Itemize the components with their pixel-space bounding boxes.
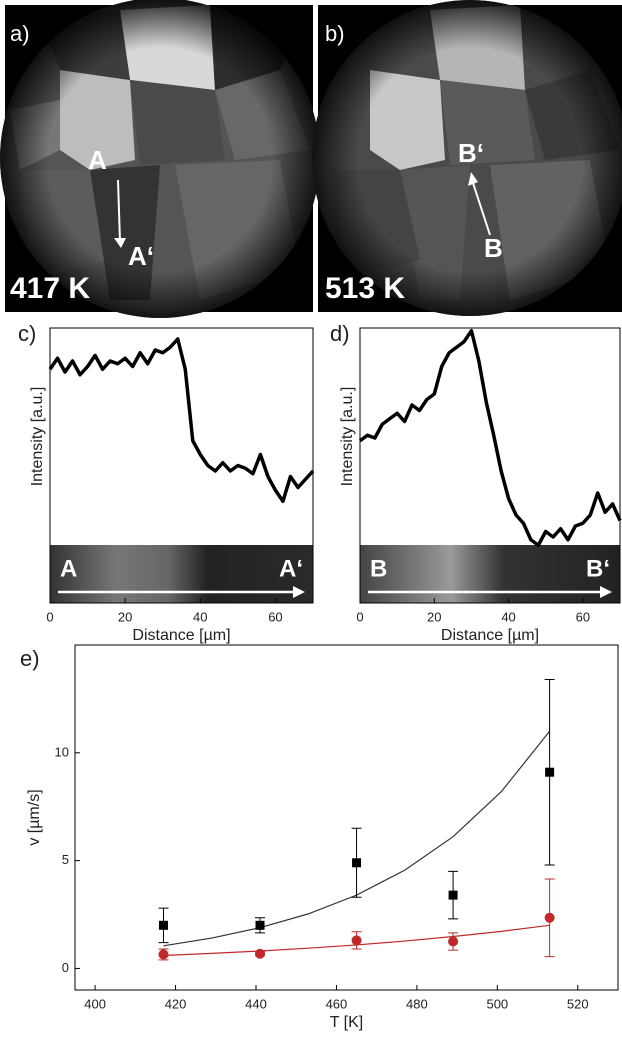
x-tick-label: 60	[268, 609, 282, 624]
data-point	[159, 921, 168, 930]
x-tick-label: 520	[567, 996, 589, 1011]
x-axis-label: Distance [µm]	[132, 627, 230, 644]
x-tick-label: 420	[165, 996, 187, 1011]
x-tick-label: 440	[245, 996, 267, 1011]
data-point	[545, 768, 554, 777]
y-tick-label: 0	[62, 960, 69, 975]
y-axis-label: v [µm/s]	[26, 789, 43, 845]
annotation: B	[370, 555, 387, 582]
x-tick-label: 480	[406, 996, 428, 1011]
temperature: 417 K	[10, 272, 90, 305]
temperature: 513 K	[325, 272, 405, 305]
x-axis-label: T [K]	[330, 1014, 364, 1031]
x-tick-label: 60	[576, 609, 590, 624]
x-tick-label: 460	[326, 996, 348, 1011]
y-tick-label: 10	[55, 744, 69, 759]
y-tick-label: 5	[62, 852, 69, 867]
data-point	[352, 858, 361, 867]
x-tick-label: 20	[427, 609, 441, 624]
data-point	[158, 949, 168, 959]
figure: a) 417 K A A‘ b) 513 K B‘ B A A‘ c) Distanc…	[0, 0, 622, 1050]
x-tick-label: 400	[84, 996, 106, 1011]
x-axis-label: Distance [µm]	[441, 627, 539, 644]
panel-label: e)	[20, 646, 40, 671]
x-tick-label: 0	[46, 609, 53, 624]
page: {"images": [ {"label": "a)", "temperatur…	[0, 0, 622, 1050]
x-tick-label: 20	[118, 609, 132, 624]
data-point	[448, 936, 458, 946]
x-tick-label: 500	[486, 996, 508, 1011]
plot-frame	[75, 645, 618, 990]
annotation: A‘	[128, 241, 154, 271]
annotation: B	[484, 233, 503, 263]
data-point	[256, 921, 265, 930]
panel-label: b)	[325, 21, 345, 46]
profile-line	[50, 339, 313, 501]
data-point	[352, 935, 362, 945]
annotation: A‘	[279, 555, 303, 582]
annotation: B‘	[458, 138, 484, 168]
annotation: B‘	[586, 555, 610, 582]
data-point	[545, 913, 555, 923]
profile-line	[360, 331, 620, 546]
annotation: A	[88, 145, 107, 175]
y-axis-label: Intensity [a.u.]	[339, 387, 356, 487]
x-tick-label: 0	[356, 609, 363, 624]
x-tick-label: 40	[193, 609, 207, 624]
x-tick-label: 40	[501, 609, 515, 624]
profile-strip	[50, 545, 313, 603]
profile-strip	[360, 545, 620, 603]
data-point	[255, 949, 265, 959]
panel-label: d)	[330, 321, 350, 346]
panel-label: c)	[18, 321, 36, 346]
data-point	[449, 891, 458, 900]
panel-label: a)	[10, 21, 30, 46]
annotation: A	[60, 555, 77, 582]
y-axis-label: Intensity [a.u.]	[29, 387, 46, 487]
